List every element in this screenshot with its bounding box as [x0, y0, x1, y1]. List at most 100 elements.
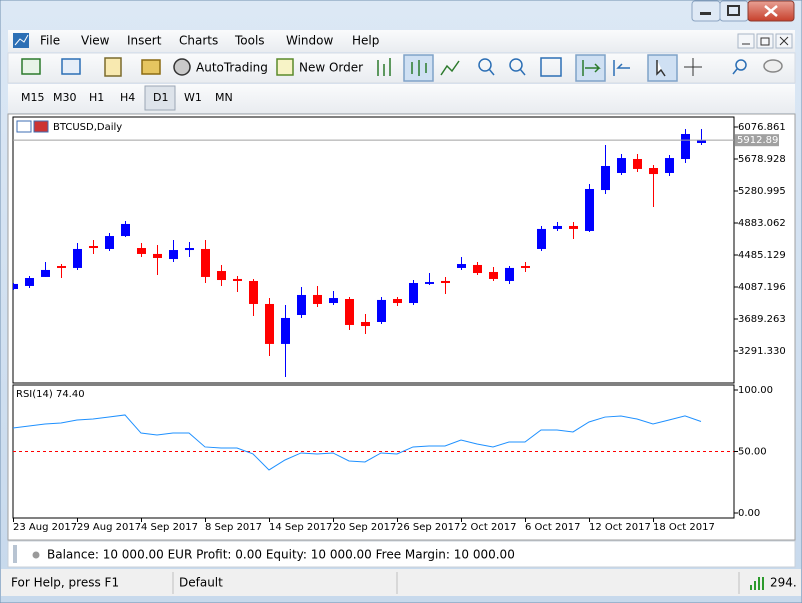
account-row: [7, 540, 796, 568]
y-tick-label: 6076.861: [738, 122, 786, 133]
rsi-line: [13, 414, 702, 471]
chart-icon-line: [14, 34, 29, 46]
y-tick-label: 50.00: [738, 447, 767, 458]
candle-body: [233, 278, 242, 281]
status-help: For Help, press F1: [11, 576, 119, 590]
candle-body: [73, 248, 82, 268]
timeframe-button[interactable]: M15: [21, 91, 45, 104]
y-tick-label: 5678.928: [738, 154, 786, 165]
candle-body: [13, 283, 18, 290]
status-separators: [172, 572, 740, 594]
connection-icon: [750, 577, 764, 590]
chart-title: BTCUSD,Daily: [53, 122, 122, 133]
minimize-button[interactable]: [691, 0, 721, 22]
candle-body: [601, 165, 610, 191]
mdi-icons: [742, 36, 789, 46]
candle-body: [665, 158, 674, 173]
candle-body: [649, 168, 658, 175]
x-tick-label: 2 Oct 2017: [461, 522, 516, 533]
toolbar-icons: [21, 54, 783, 82]
candle-body: [361, 321, 370, 327]
candle-body: [345, 298, 354, 325]
candle-body: [137, 248, 146, 254]
candle-body: [281, 317, 290, 344]
candle-body: [297, 294, 306, 316]
y-tick-label: 3291.330: [738, 346, 786, 357]
x-tick-label: 8 Sep 2017: [205, 522, 262, 533]
rsi-title: RSI(14) 74.40: [16, 389, 85, 400]
x-tick-label: 14 Sep 2017: [269, 522, 332, 533]
timeframe-button[interactable]: H4: [120, 91, 135, 104]
chart-marks: 6076.861 5678.928 5280.995 4883.062 4485.129…: [13, 122, 786, 533]
candle-body: [425, 282, 434, 284]
candle-body: [217, 271, 226, 281]
candle-body: [393, 298, 402, 304]
timeframe-button[interactable]: MN: [215, 91, 233, 104]
bid-label-bg: [735, 134, 779, 147]
menu-item[interactable]: Window: [286, 34, 334, 48]
candle-body: [121, 223, 130, 237]
plot-layer: [13, 129, 706, 378]
menu-item[interactable]: Charts: [179, 34, 218, 48]
candle-body: [537, 228, 546, 249]
x-tick-label: 23 Aug 2017: [13, 522, 77, 533]
candle-body: [25, 278, 34, 286]
candle-body: [473, 264, 482, 274]
minimize-icon: [700, 12, 711, 15]
timeframe-button[interactable]: D1: [153, 91, 168, 104]
mdi-restore[interactable]: [756, 33, 774, 49]
candle-body: [457, 264, 466, 268]
new-order-button[interactable]: New Order: [299, 61, 363, 75]
close-icon: [764, 5, 778, 17]
menu-item[interactable]: Insert: [127, 34, 162, 48]
candle-body: [521, 266, 530, 268]
timeframe-button[interactable]: H1: [89, 91, 104, 104]
candle-body: [313, 294, 322, 304]
timeframe-bar: [8, 84, 795, 113]
candle-body: [201, 248, 210, 277]
menu-bar: [8, 30, 795, 52]
symbol-icon: [33, 120, 49, 133]
chart-icon: [13, 33, 29, 48]
candle-body: [57, 266, 66, 268]
x-tick-label: 29 Aug 2017: [77, 522, 141, 533]
menu-item[interactable]: File: [40, 34, 60, 48]
candle-body: [185, 248, 194, 251]
timeframe-button[interactable]: M30: [53, 91, 77, 104]
status-profile: Default: [179, 576, 223, 590]
status-connection: 294.: [770, 576, 797, 590]
autotrading-button[interactable]: AutoTrading: [196, 61, 268, 75]
menu-item[interactable]: Help: [352, 34, 379, 48]
candle-body: [553, 225, 562, 229]
x-tick-label: 18 Oct 2017: [653, 522, 715, 533]
menu-item[interactable]: View: [81, 34, 110, 48]
y-tick-label: 4883.062: [738, 218, 786, 229]
mdi-minimize[interactable]: [737, 33, 755, 49]
x-tick-label: 6 Oct 2017: [525, 522, 580, 533]
candle-body: [89, 246, 98, 249]
timeframe-button[interactable]: W1: [184, 91, 202, 104]
account-summary: Balance: 10 000.00 EUR Profit: 0.00 Equi…: [47, 548, 515, 562]
candle-body: [441, 280, 450, 283]
account-bullet: [32, 551, 40, 559]
y-tick-label: 4485.129: [738, 250, 786, 261]
x-tick-label: 20 Sep 2017: [333, 522, 396, 533]
x-tick-label: 26 Sep 2017: [397, 522, 460, 533]
candle-body: [41, 269, 50, 277]
panel-grip: [13, 545, 17, 563]
y-tick-label: 100.00: [738, 385, 773, 396]
candle-body: [617, 158, 626, 173]
x-tick-label: 12 Oct 2017: [589, 522, 651, 533]
candle-body: [377, 299, 386, 322]
menu-item[interactable]: Tools: [234, 34, 265, 48]
main-plot: [12, 116, 735, 384]
symbol-icon: [16, 120, 32, 133]
maximize-button[interactable]: [719, 0, 749, 22]
candle-body: [409, 282, 418, 304]
candle-body: [249, 280, 258, 304]
y-tick-label: 5280.995: [738, 186, 786, 197]
y-tick-label: 4087.196: [738, 282, 786, 293]
x-tick-label: 4 Sep 2017: [141, 522, 198, 533]
status-bar: [1, 569, 801, 596]
